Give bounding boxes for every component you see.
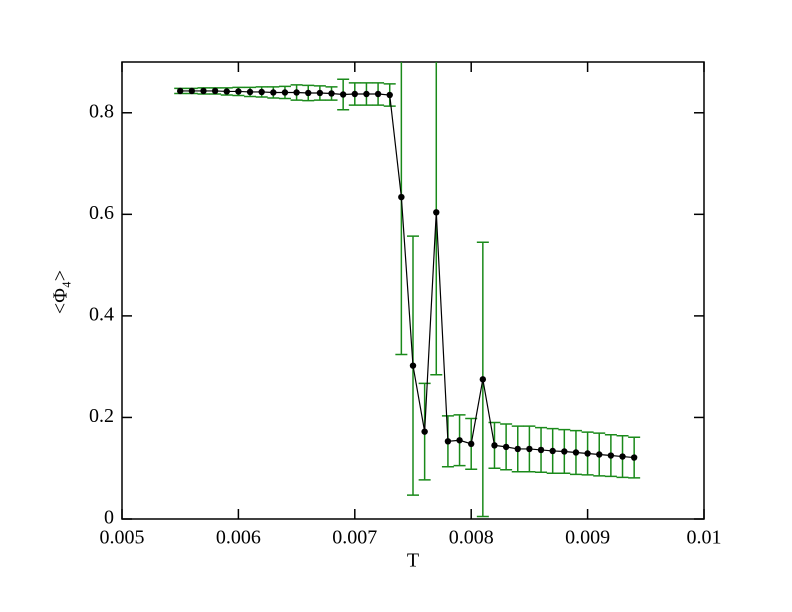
data-point [211,87,219,95]
data-point [305,89,312,97]
data-point [177,87,184,95]
x-tick-label: 0.01 [687,527,722,549]
data-point [235,88,242,95]
data-point [363,90,370,98]
data-point [491,442,498,449]
data-point [456,437,463,444]
data-point [561,448,568,455]
data-point [386,91,393,99]
data-point [596,451,603,458]
data-point [549,447,556,455]
data-point [572,449,580,456]
x-axis-label: T [407,550,419,572]
y-tick-label: 0 [104,507,114,529]
data-point [619,453,626,460]
data-point [188,87,196,95]
data-point [433,209,440,216]
plot-frame [121,61,705,520]
data-point [258,88,265,96]
data-point [421,428,428,435]
data-point [200,87,207,95]
data-point [351,90,358,98]
data-point [328,90,335,97]
data-point [444,438,452,445]
y-tick-label: 0.4 [89,303,114,325]
data-point [584,450,591,457]
x-tick-label: 0.006 [216,527,261,549]
y-axis-label: <Φ₄> [50,270,72,314]
y-tick-label: 0.6 [89,202,114,224]
data-point [409,362,417,369]
plot-area [174,62,641,518]
data-point [514,445,521,453]
y-tick-label: 0.8 [89,100,114,122]
data-point [607,452,615,459]
data-point [223,88,230,95]
data-point [479,376,487,383]
x-tick-label: 0.007 [332,527,377,549]
data-point [270,89,277,96]
data-point [293,89,300,96]
data-point [398,193,405,201]
data-point [281,89,289,96]
data-line [180,90,635,459]
data-point [502,443,510,451]
data-point [374,90,382,98]
x-tick-label: 0.008 [449,527,494,549]
data-point [339,91,347,98]
x-tick-label: 0.009 [565,527,610,549]
data-point [630,454,638,461]
data-point [526,445,533,453]
y-tick-label: 0.2 [89,405,114,427]
data-point [537,446,545,454]
data-point [468,440,475,448]
data-point [316,89,324,97]
x-tick-label: 0.005 [100,527,145,549]
data-point [246,88,254,96]
